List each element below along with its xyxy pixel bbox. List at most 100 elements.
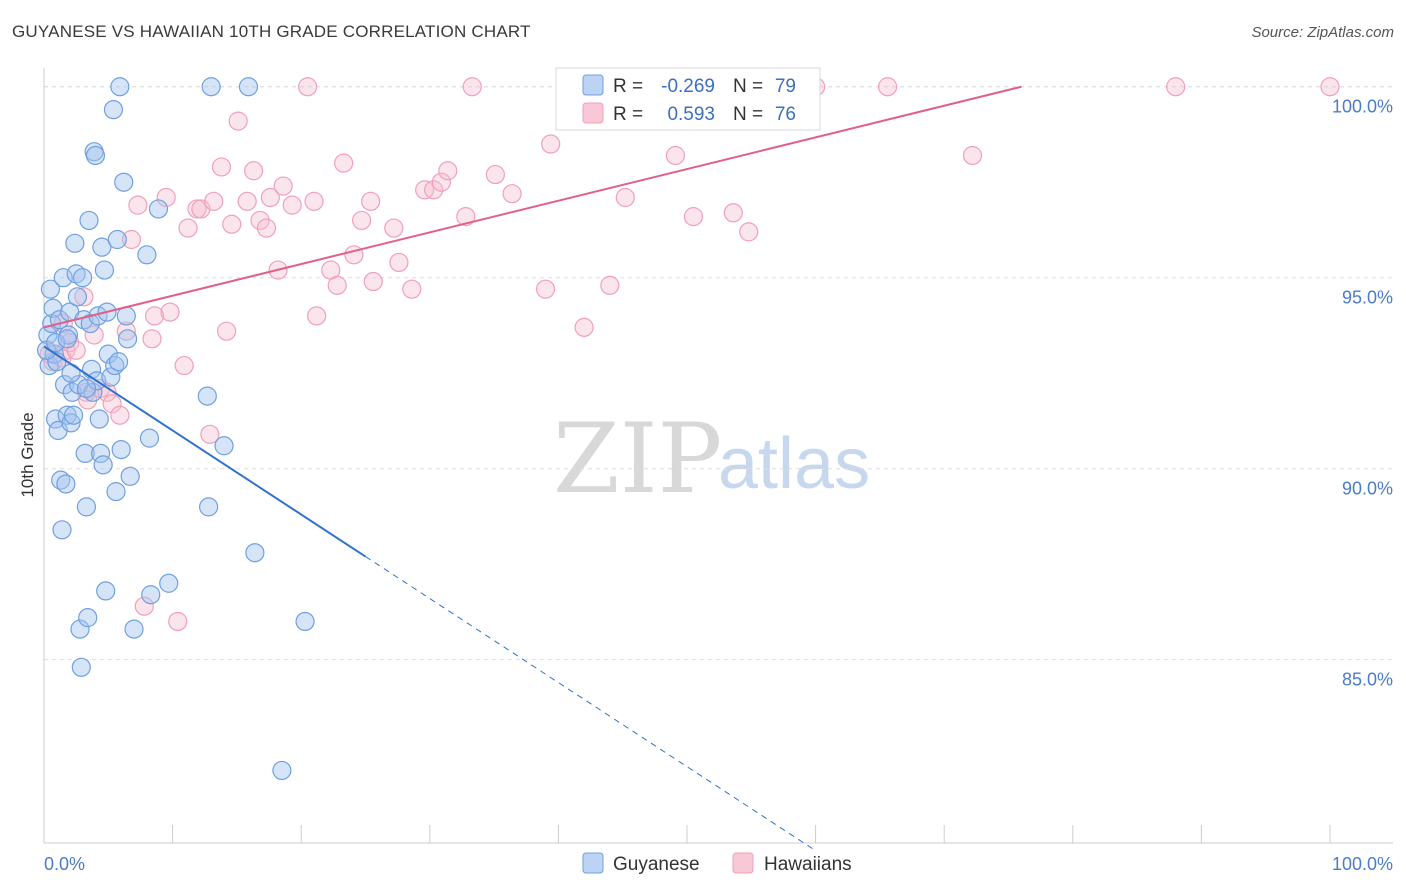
guyanese-point bbox=[295, 611, 315, 632]
hawaiians-point bbox=[260, 187, 280, 208]
hawaiians-point bbox=[128, 195, 148, 215]
x-tick-label-max: 100.0% bbox=[1332, 854, 1393, 874]
hawaiians-point bbox=[352, 210, 372, 231]
hawaiians-point bbox=[574, 317, 594, 337]
guyanese-point bbox=[76, 378, 97, 399]
guyanese-point bbox=[101, 367, 121, 387]
guyanese-point bbox=[272, 760, 292, 781]
hawaiians-point bbox=[389, 252, 409, 273]
guyanese-point bbox=[92, 237, 112, 257]
guyanese-point bbox=[57, 329, 77, 349]
guyanese-point bbox=[103, 100, 124, 120]
guyanese-point bbox=[53, 268, 73, 288]
hawaiians-point bbox=[102, 394, 122, 414]
guyanese-trend-extension bbox=[365, 556, 816, 852]
series-legend: Guyanese Hawaiians bbox=[582, 852, 852, 875]
guyanese-point bbox=[65, 233, 85, 253]
guyanese-point bbox=[70, 619, 90, 639]
guyanese-point bbox=[110, 77, 130, 97]
hawaiians-point bbox=[244, 161, 264, 181]
hawaiians-point bbox=[307, 306, 327, 326]
hawaiians-point bbox=[237, 191, 257, 211]
hawaiians-point bbox=[327, 275, 347, 295]
guyanese-point bbox=[159, 573, 179, 593]
guyanese-point bbox=[76, 497, 97, 517]
guyanese-point bbox=[79, 210, 99, 231]
hawaiians-point bbox=[174, 355, 194, 376]
guyanese-point bbox=[85, 145, 106, 166]
hawaiians-point bbox=[211, 157, 232, 177]
hawaiians-point bbox=[962, 145, 983, 166]
hawaiians-point bbox=[1166, 77, 1186, 97]
guyanese-point bbox=[75, 443, 95, 464]
legend-n-value-hawaiians: 76 bbox=[775, 104, 796, 125]
guyanese-point bbox=[98, 344, 118, 364]
guyanese-point bbox=[90, 443, 111, 464]
hawaiians-point bbox=[541, 134, 561, 154]
hawaiians-point bbox=[665, 145, 686, 166]
hawaiians-point bbox=[204, 191, 224, 211]
guyanese-point bbox=[62, 382, 82, 402]
hawaiians-point bbox=[502, 184, 522, 204]
guyanese-point bbox=[111, 439, 131, 460]
legend-r-value-guyanese: -0.269 bbox=[661, 76, 715, 97]
hawaiians-point bbox=[217, 321, 237, 341]
hawaiians-point bbox=[456, 207, 476, 227]
legend-r-label-hawaiians: R = bbox=[613, 104, 643, 125]
hawaiians-point bbox=[121, 229, 142, 250]
hawaiians-point bbox=[110, 405, 130, 425]
guyanese-point bbox=[94, 260, 115, 280]
legend-r-label-guyanese: R = bbox=[613, 76, 643, 97]
hawaiians-point bbox=[431, 172, 451, 192]
guyanese-point bbox=[78, 608, 98, 628]
hawaiians-point bbox=[282, 195, 302, 215]
hawaiians-point bbox=[256, 218, 277, 238]
hawaiians-point bbox=[168, 611, 188, 632]
guyanese-point bbox=[40, 279, 61, 299]
hawaiians-point bbox=[84, 325, 104, 345]
legend-n-label-hawaiians: N = bbox=[733, 104, 763, 125]
hawaiians-point bbox=[424, 180, 444, 200]
hawaiians-point bbox=[250, 210, 270, 231]
guyanese-point bbox=[56, 474, 76, 494]
hawaiians-point bbox=[222, 214, 242, 234]
series-legend-swatch-hawaiians bbox=[732, 852, 754, 874]
chart-title: GUYANESE VS HAWAIIAN 10TH GRADE CORRELAT… bbox=[12, 22, 531, 41]
guyanese-point bbox=[108, 352, 129, 372]
hawaiians-point bbox=[160, 302, 180, 322]
hawaiians-point bbox=[485, 164, 505, 185]
guyanese-point bbox=[67, 287, 88, 307]
hawaiians-point bbox=[116, 321, 136, 341]
guyanese-point bbox=[114, 172, 134, 192]
guyanese-point bbox=[61, 363, 81, 383]
guyanese-point bbox=[199, 497, 219, 517]
trend-lines bbox=[43, 85, 1022, 852]
guyanese-point bbox=[214, 436, 234, 456]
hawaiians-point bbox=[200, 424, 220, 444]
series-legend-label-guyanese: Guyanese bbox=[613, 854, 700, 875]
guyanese-point bbox=[54, 375, 75, 395]
hawaiians-point bbox=[535, 279, 556, 299]
guyanese-points bbox=[36, 77, 315, 781]
guyanese-point bbox=[51, 470, 71, 490]
y-tick-label: 95.0% bbox=[1342, 288, 1393, 308]
hawaiians-point bbox=[178, 218, 198, 238]
guyanese-point bbox=[52, 520, 72, 540]
axes bbox=[43, 68, 1393, 844]
guyanese-point bbox=[80, 313, 100, 334]
guyanese-point bbox=[45, 409, 66, 429]
legend-swatch-hawaiians bbox=[582, 102, 604, 124]
guyanese-point bbox=[89, 409, 109, 429]
guyanese-point bbox=[96, 581, 116, 601]
hawaiians-point bbox=[144, 306, 165, 326]
series-legend-label-hawaiians: Hawaiians bbox=[764, 854, 852, 875]
hawaiians-point bbox=[739, 222, 759, 242]
guyanese-point bbox=[71, 657, 91, 677]
hawaiians-point bbox=[156, 187, 176, 208]
hawaiians-point bbox=[615, 187, 635, 208]
y-tick-label: 90.0% bbox=[1342, 479, 1393, 499]
hawaiians-point bbox=[384, 218, 404, 238]
x-tick-label-min: 0.0% bbox=[44, 854, 85, 874]
guyanese-trend-line bbox=[43, 345, 367, 558]
